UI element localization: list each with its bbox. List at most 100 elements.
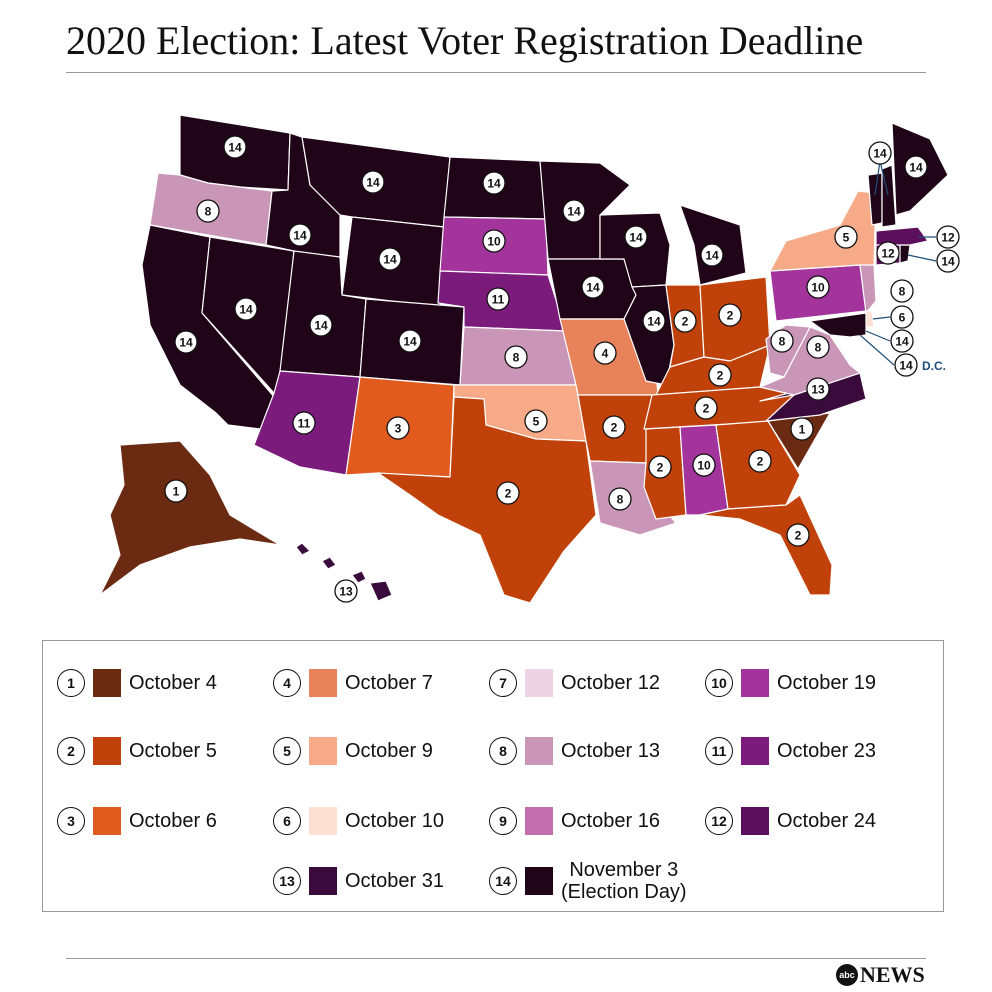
- svg-text:2: 2: [657, 461, 664, 475]
- svg-text:14: 14: [909, 161, 923, 175]
- svg-text:8: 8: [779, 335, 786, 349]
- state-fl: [699, 494, 833, 596]
- legend-number: 2: [57, 737, 85, 765]
- svg-text:5: 5: [843, 231, 850, 245]
- badge-ny: 5: [834, 225, 858, 249]
- badge-mn: 14: [562, 199, 586, 223]
- badge-ar: 2: [602, 415, 626, 439]
- legend-number: 12: [705, 807, 733, 835]
- state-tx: [377, 396, 597, 604]
- legend-swatch: [741, 669, 769, 697]
- legend-number: 9: [489, 807, 517, 835]
- legend-number: 11: [705, 737, 733, 765]
- legend-item: 7 October 12: [489, 663, 660, 703]
- svg-text:14: 14: [895, 335, 909, 349]
- svg-text:11: 11: [492, 293, 505, 307]
- badge-nj: 8: [890, 279, 914, 303]
- badge-pa: 10: [806, 275, 830, 299]
- badge-vt: 14: [868, 141, 892, 165]
- badge-me: 14: [904, 155, 928, 179]
- legend-swatch: [525, 807, 553, 835]
- state-de: [865, 310, 875, 328]
- legend-swatch: [525, 669, 553, 697]
- badge-tx: 2: [496, 481, 520, 505]
- badge-ia: 14: [581, 275, 605, 299]
- legend-swatch: [525, 737, 553, 765]
- badge-or: 8: [196, 199, 220, 223]
- legend-swatch: [93, 669, 121, 697]
- badge-fl: 2: [786, 523, 810, 547]
- svg-text:14: 14: [228, 141, 242, 155]
- legend-swatch: [93, 737, 121, 765]
- leader-line: [907, 254, 937, 262]
- legend-number: 7: [489, 669, 517, 697]
- dc-label: D.C.: [922, 359, 946, 373]
- legend-item: 2 October 5: [57, 731, 217, 771]
- badge-hi: 13: [334, 579, 358, 603]
- state-nj: [859, 264, 877, 314]
- svg-text:8: 8: [815, 341, 822, 355]
- legend-item: 8 October 13: [489, 731, 660, 771]
- legend-label: October 24: [777, 810, 876, 832]
- svg-text:14: 14: [383, 253, 397, 267]
- legend-item: 10 October 19: [705, 663, 876, 703]
- legend-swatch: [309, 737, 337, 765]
- svg-text:8: 8: [617, 493, 624, 507]
- svg-text:14: 14: [873, 147, 887, 161]
- badge-dc: 14: [894, 353, 918, 377]
- svg-text:14: 14: [629, 231, 643, 245]
- svg-text:2: 2: [682, 315, 689, 329]
- svg-text:2: 2: [703, 402, 710, 416]
- badge-nm: 3: [386, 416, 410, 440]
- badge-mt: 14: [361, 170, 385, 194]
- legend-number: 5: [273, 737, 301, 765]
- legend-item: 13 October 31: [273, 861, 444, 901]
- badge-mo: 4: [593, 341, 617, 365]
- badge-al: 10: [692, 453, 716, 477]
- legend-number: 1: [57, 669, 85, 697]
- badge-la: 8: [608, 487, 632, 511]
- svg-text:2: 2: [727, 309, 734, 323]
- legend-item: 14 November 3 (Election Day): [489, 859, 687, 903]
- svg-text:14: 14: [293, 229, 307, 243]
- badge-ky: 2: [708, 363, 732, 387]
- badge-ga: 2: [748, 449, 772, 473]
- legend-item: 3 October 6: [57, 801, 217, 841]
- svg-text:2: 2: [717, 369, 724, 383]
- legend-item: 11 October 23: [705, 731, 876, 771]
- svg-text:12: 12: [881, 247, 895, 261]
- svg-text:11: 11: [298, 417, 311, 431]
- svg-text:12: 12: [941, 231, 955, 245]
- badge-va: 8: [806, 335, 830, 359]
- svg-text:10: 10: [811, 281, 825, 295]
- legend: 1 October 4 2 October 5 3 October 6 4 October 7…: [42, 640, 944, 912]
- svg-text:8: 8: [899, 285, 906, 299]
- badge-ri: 14: [936, 249, 960, 273]
- badge-az: 11: [292, 411, 316, 435]
- badge-ma: 12: [936, 225, 960, 249]
- brand-text: NEWS: [860, 962, 925, 987]
- svg-text:1: 1: [173, 485, 180, 499]
- leader-line: [872, 316, 891, 320]
- legend-item: 4 October 7: [273, 663, 433, 703]
- legend-swatch: [741, 807, 769, 835]
- leader-line: [879, 160, 889, 196]
- legend-item: 1 October 4: [57, 663, 217, 703]
- svg-text:13: 13: [811, 383, 825, 397]
- legend-number: 6: [273, 807, 301, 835]
- legend-number: 10: [705, 669, 733, 697]
- badge-sc: 1: [790, 417, 814, 441]
- svg-text:2: 2: [611, 421, 618, 435]
- legend-swatch: [741, 737, 769, 765]
- badge-md: 14: [890, 329, 914, 353]
- leader-line: [859, 334, 895, 366]
- badge-nv: 14: [234, 297, 258, 321]
- badge-de: 6: [890, 305, 914, 329]
- badge-ut: 14: [309, 313, 333, 337]
- legend-item: 6 October 10: [273, 801, 444, 841]
- badge-il: 14: [642, 309, 666, 333]
- svg-text:3: 3: [395, 422, 402, 436]
- state-md: [809, 312, 867, 338]
- legend-swatch: [525, 867, 553, 895]
- legend-number: 14: [489, 867, 517, 895]
